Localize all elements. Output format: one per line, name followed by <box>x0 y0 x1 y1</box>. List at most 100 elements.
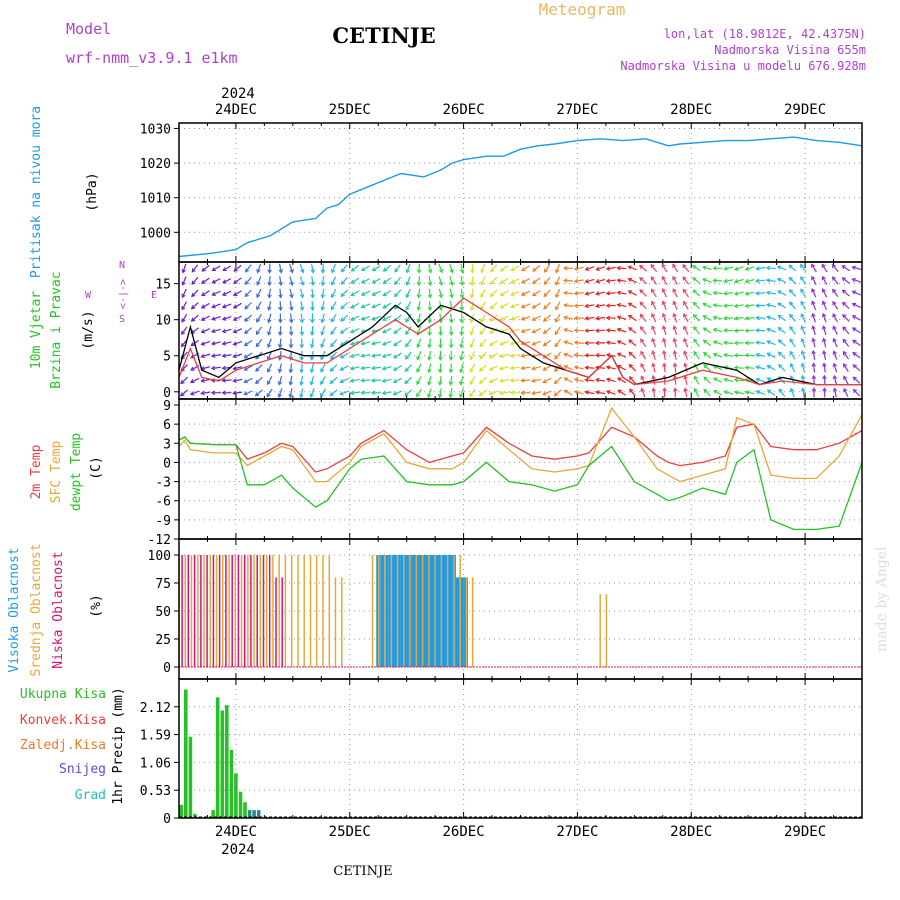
wind-arrow-head <box>392 366 398 371</box>
wind-arrow-head <box>584 291 589 296</box>
wind-arrow-head <box>842 350 847 356</box>
wind-arrow <box>554 351 562 360</box>
wind-arrow-head <box>350 316 355 321</box>
wind-arrow-head <box>661 312 667 318</box>
wind-arrow <box>480 276 486 286</box>
wind-arrow <box>233 366 243 370</box>
temp-sfc-line <box>178 406 863 483</box>
wind-arrow-head <box>554 330 559 336</box>
wind-arrow <box>778 364 786 372</box>
wind-arrow <box>190 390 200 396</box>
wind-arrow <box>596 304 606 307</box>
wind-arrow <box>416 351 422 360</box>
wind-arrow <box>479 376 487 384</box>
wind-arrow-head <box>554 343 559 348</box>
wind-arrow <box>181 288 187 298</box>
wind-arrow-head <box>267 281 272 287</box>
wind-arrow-head <box>232 390 237 396</box>
wind-arrow <box>555 288 561 298</box>
y-tick-label: 15 <box>155 278 171 293</box>
wind-arrow <box>692 265 701 272</box>
wind-arrow <box>490 302 498 310</box>
wind-arrow-head <box>509 365 515 371</box>
wind-arrow <box>703 388 711 397</box>
wind-arrow <box>790 388 795 398</box>
wind-arrow <box>662 313 667 323</box>
wind-arrow <box>853 389 861 397</box>
wind-arrow-head <box>822 362 827 367</box>
wind-arrow-head <box>329 392 334 397</box>
wind-arrow <box>702 266 712 271</box>
wind-arrow-head <box>594 353 600 358</box>
wind-arrow <box>852 364 861 372</box>
wind-arrow-head <box>211 267 216 272</box>
wind-arrow <box>628 327 637 334</box>
wind-arrow <box>756 366 766 370</box>
wind-arrow-head <box>563 340 568 345</box>
wind-arrow <box>778 351 786 359</box>
wind-arrow-head <box>712 303 717 308</box>
wind-arrow-head <box>498 390 504 396</box>
wind-arrow-head <box>339 391 344 396</box>
wind-arrow <box>500 353 509 358</box>
wind-arrow-head <box>606 390 611 395</box>
wind-arrow-head <box>605 340 611 345</box>
wind-arrow-head <box>288 331 294 337</box>
wind-arrow <box>606 341 616 345</box>
wind-arrow-head <box>200 341 206 346</box>
wind-arrow-head <box>627 302 633 307</box>
wind-arrow-head <box>765 265 771 271</box>
wind-arrow-head <box>573 328 579 333</box>
wind-arrow <box>596 366 606 369</box>
wind-arrow <box>500 265 509 272</box>
wind-arrow <box>244 314 253 322</box>
wind-arrow <box>724 354 734 357</box>
wind-arrow <box>852 290 862 296</box>
wind-arrow-head <box>628 339 633 344</box>
wind-arrow-head <box>232 329 238 334</box>
wind-arrow-head <box>616 290 621 296</box>
wind-arrow <box>278 263 282 273</box>
wind-arrow <box>341 276 348 285</box>
wind-arrow-head <box>499 378 504 383</box>
wind-arrow <box>756 341 766 345</box>
wind-arrow-head <box>651 313 656 318</box>
wind-arrow <box>350 315 360 321</box>
wind-arrow <box>469 376 476 385</box>
wind-arrow <box>852 339 861 346</box>
wind-arrow <box>585 291 595 295</box>
wind-arrow-head <box>370 378 376 383</box>
wind-arrow <box>673 326 678 335</box>
wind-arrow <box>564 328 573 333</box>
wind-arrow <box>811 301 817 311</box>
wind-arrow <box>842 277 850 284</box>
wind-arrow <box>438 288 443 298</box>
wind-arrow <box>201 328 211 333</box>
wind-arrow-head <box>683 387 688 392</box>
wind-arrow-head <box>616 327 622 333</box>
wind-arrow <box>289 375 293 385</box>
wind-arrow <box>372 303 381 308</box>
wind-arrow-head <box>278 319 283 324</box>
wind-arrow <box>222 328 232 333</box>
wind-arrow-head <box>320 368 325 373</box>
y-tick-label: 0.53 <box>140 784 171 799</box>
wind-arrow-head <box>800 325 805 330</box>
wind-arrow-head <box>459 381 464 386</box>
wind-arrow-head <box>309 393 314 398</box>
wind-arrow <box>554 338 561 347</box>
wind-arrow-head <box>404 367 409 372</box>
wind-arrow-head <box>744 303 750 309</box>
wind-arrow <box>490 276 498 285</box>
wind-arrow-head <box>573 303 579 308</box>
wind-arrow-head <box>755 315 760 321</box>
wind-arrow <box>745 366 755 369</box>
wind-arrow-head <box>288 381 294 386</box>
wind-arrow-head <box>221 316 227 321</box>
wind-arrow <box>574 341 584 344</box>
wind-arrow <box>585 304 595 307</box>
wind-arrow-head <box>489 292 495 298</box>
temp-2m-line <box>178 423 863 473</box>
wind-arrow-head <box>821 300 827 305</box>
wind-arrow <box>321 313 325 323</box>
